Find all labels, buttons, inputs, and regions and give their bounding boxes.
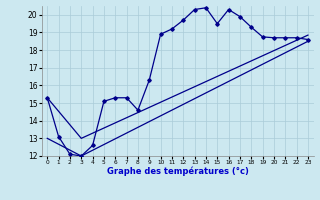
- X-axis label: Graphe des températures (°c): Graphe des températures (°c): [107, 167, 249, 176]
